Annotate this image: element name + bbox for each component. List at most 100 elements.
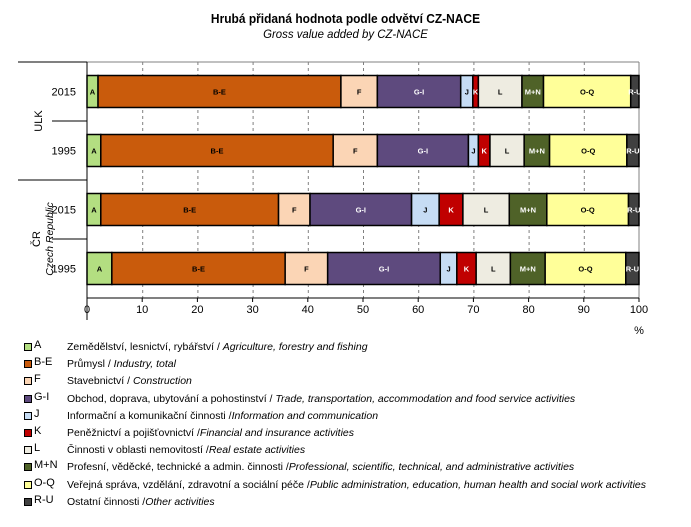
- legend-description-en: Agriculture, forestry and fishing: [222, 341, 368, 353]
- bar-segment-r-u: [629, 74, 640, 109]
- legend-swatch: [24, 480, 32, 489]
- segment-label: O-Q: [578, 265, 592, 274]
- segment-label: G-I: [356, 206, 366, 215]
- chart-subtitle: Gross value added by CZ-NACE: [263, 27, 428, 41]
- segment-label: R-U: [627, 206, 640, 215]
- group-label: ČR: [30, 231, 43, 247]
- bar-segment-o-q: [542, 74, 632, 109]
- row-label: 2015: [52, 205, 76, 217]
- legend-description-cz: Veřejná správa, vzdělání, zdravotní a so…: [67, 478, 310, 491]
- segment-label: A: [90, 88, 96, 97]
- row-label: 1995: [52, 146, 76, 158]
- legend-swatch: [24, 377, 32, 386]
- segment-label: K: [481, 147, 487, 156]
- bar-segment-r-u: [625, 251, 640, 286]
- legend-description: Stavebnictví / Construction: [67, 375, 192, 387]
- legend-code: A: [34, 339, 42, 351]
- x-axis-label: %: [634, 325, 644, 337]
- legend-description-en: Public administration, education, human …: [309, 478, 646, 491]
- bar-segment-b-e: [111, 251, 286, 286]
- legend-swatch: [24, 463, 32, 472]
- legend-code: G-I: [34, 390, 50, 403]
- group-label: ULK: [33, 110, 45, 132]
- segment-label: F: [304, 265, 309, 274]
- segment-label: K: [464, 265, 470, 274]
- x-tick-label: 30: [246, 304, 258, 316]
- bar-segment-o-q: [548, 133, 628, 168]
- segment-label: F: [353, 147, 358, 156]
- segment-label: A: [91, 206, 97, 215]
- segment-label: G-I: [414, 88, 424, 97]
- segment-label: O-Q: [581, 206, 595, 215]
- segment-label: A: [97, 265, 103, 274]
- segment-label: R-U: [626, 265, 639, 274]
- legend-description: Průmysl / Industry, total: [67, 358, 176, 370]
- x-tick-label: 50: [357, 304, 369, 316]
- segment-label: J: [423, 206, 427, 215]
- segment-label: O-Q: [581, 147, 595, 156]
- legend-description: Činnosti v oblasti nemovitostí /Real est…: [67, 444, 305, 456]
- segment-label: L: [484, 206, 489, 215]
- segment-label: F: [292, 206, 297, 215]
- segment-label: O-Q: [580, 88, 594, 97]
- legend-description: Obchod, doprava, ubytování a pohostinstv…: [67, 393, 575, 405]
- legend-code: B-E: [34, 356, 53, 369]
- legend-description-cz: Profesní, věděcké, technické a admin. či…: [67, 461, 289, 474]
- legend-code: O-Q: [34, 476, 55, 489]
- bar-čr-1995: A B-E F G-I J K L M+N O-Q R-U: [86, 251, 640, 286]
- legend-description-cz: Ostatní činnosti /: [67, 495, 146, 508]
- legend-description-cz: Obchod, doprava, ubytování a pohostinstv…: [67, 392, 276, 405]
- legend-description-cz: Zemědělství, lesnictví, rybářství /: [67, 341, 223, 353]
- legend-swatch: [24, 429, 32, 437]
- x-tick-label: 80: [522, 304, 534, 316]
- bar-segment-r-u: [626, 133, 640, 168]
- segment-label: J: [471, 147, 475, 156]
- bar-segment-b-e: [100, 192, 280, 227]
- bar-segment-g-i: [326, 251, 442, 286]
- bar-segment-j: [410, 192, 440, 227]
- segment-label: L: [498, 88, 503, 97]
- bar-segment-m-n: [509, 251, 546, 286]
- x-tick-label: 10: [136, 304, 148, 316]
- segment-label: G-I: [379, 265, 389, 274]
- legend-description: Zemědělství, lesnictví, rybářství / Agri…: [67, 341, 368, 353]
- legend-code: J: [34, 407, 40, 420]
- legend-description: Profesní, věděcké, technické a admin. či…: [67, 461, 574, 473]
- legend-description-en: Industry, total: [113, 358, 176, 371]
- legend-swatch: [24, 394, 32, 403]
- segment-label: L: [491, 265, 496, 274]
- legend-description-cz: Průmysl /: [67, 358, 114, 371]
- legend-description-en: Other activities: [145, 495, 215, 508]
- bar-segment-a: [86, 251, 113, 286]
- bar-segment-f: [277, 192, 311, 227]
- bar-ulk-2015: A B-E F G-I J K L M+N O-Q R-U: [86, 74, 642, 109]
- segment-label: K: [448, 206, 454, 215]
- legend-description-cz: Činnosti v oblasti nemovitostí /: [67, 444, 209, 457]
- group-sublabel: Czech Republic: [44, 201, 56, 275]
- segment-label: M+N: [520, 265, 536, 274]
- bar-segment-m-n: [508, 192, 548, 227]
- legend-description: Ostatní činnosti /Other activities: [67, 496, 215, 508]
- legend-description-cz: Stavebnictví /: [67, 375, 133, 388]
- x-tick-label: 100: [630, 304, 648, 316]
- segment-label: B-E: [213, 88, 226, 97]
- bar-segment-f: [284, 251, 329, 286]
- row-label: 2015: [52, 87, 76, 99]
- segment-label: M+N: [525, 88, 541, 97]
- legend-description-cz: Informační a komunikační činnosti /: [67, 409, 232, 422]
- chart-title: Hrubá přidaná hodnota podle odvětví CZ-N…: [210, 11, 481, 26]
- legend-description-en: Real estate activities: [208, 444, 306, 457]
- bar-ulk-1995: A B-E F G-I J K L M+N O-Q R-U: [86, 133, 640, 168]
- bar-segment-l: [475, 251, 512, 286]
- bar-segment-b-e: [97, 74, 342, 109]
- legend-code: R-U: [34, 493, 54, 506]
- x-tick-label: 20: [191, 304, 203, 316]
- x-tick-label: 70: [467, 304, 479, 316]
- bar-segment-o-q: [544, 251, 627, 286]
- legend-swatch: [24, 411, 32, 420]
- segment-label: G-I: [418, 147, 428, 156]
- x-tick-label: 90: [578, 304, 590, 316]
- legend-swatch: [24, 446, 32, 455]
- segment-label: J: [446, 265, 450, 274]
